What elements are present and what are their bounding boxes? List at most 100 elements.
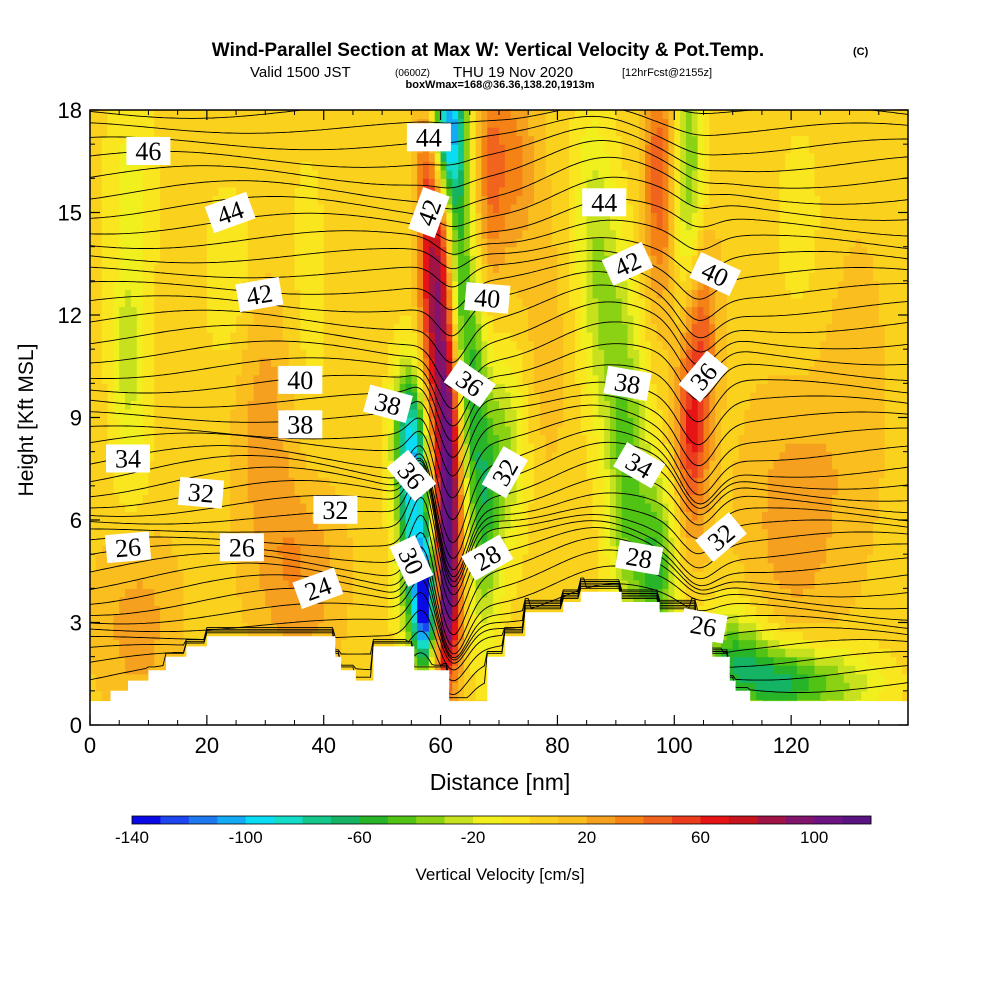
field-cell: [195, 118, 202, 128]
field-cell: [382, 246, 389, 256]
field-cell: [95, 690, 103, 700]
field-cell: [276, 263, 284, 273]
field-cell: [113, 315, 120, 325]
field-cell: [171, 451, 179, 461]
field-cell: [306, 203, 313, 214]
field-cell: [487, 332, 494, 342]
field-cell: [463, 272, 471, 282]
field-cell: [107, 648, 114, 658]
field-cell: [165, 195, 173, 205]
field-cell: [312, 451, 319, 461]
field-cell: [101, 178, 109, 188]
field-cell: [206, 545, 214, 555]
field-cell: [90, 272, 97, 282]
field-cell: [113, 135, 120, 145]
field-cell: [434, 485, 442, 495]
field-cell: [393, 144, 401, 154]
field-cell: [463, 502, 471, 513]
field-cell: [282, 127, 290, 137]
field-cell: [212, 622, 220, 632]
field-cell: [195, 579, 202, 589]
field-cell: [352, 289, 360, 299]
field-cell: [446, 682, 453, 692]
field-cell: [405, 374, 412, 384]
field-cell: [160, 391, 167, 402]
field-cell: [201, 135, 208, 145]
field-cell: [446, 340, 453, 350]
field-cell: [452, 673, 459, 683]
field-cell: [125, 110, 132, 120]
field-cell: [241, 613, 249, 624]
field-cell: [376, 238, 383, 248]
field-cell: [469, 110, 477, 120]
field-cell: [405, 152, 412, 162]
field-cell: [218, 127, 225, 137]
field-cell: [160, 537, 167, 547]
field-cell: [282, 434, 290, 444]
field-cell: [335, 169, 342, 179]
field-cell: [148, 477, 155, 487]
field-cell: [393, 613, 401, 624]
field-cell: [119, 135, 126, 145]
field-cell: [230, 323, 237, 333]
field-cell: [212, 596, 220, 607]
field-cell: [288, 460, 296, 470]
field-cell: [119, 528, 126, 538]
field-cell: [253, 622, 261, 632]
field-cell: [417, 434, 424, 444]
field-cell: [165, 571, 173, 581]
field-cell: [393, 152, 401, 162]
field-cell: [113, 212, 120, 222]
field-cell: [423, 272, 430, 282]
field-cell: [352, 221, 360, 231]
field-cell: [271, 408, 278, 419]
field-cell: [95, 579, 103, 589]
field-cell: [201, 571, 208, 581]
field-cell: [201, 186, 208, 197]
field-cell: [294, 460, 301, 470]
field-cell: [463, 656, 471, 666]
field-cell: [358, 357, 366, 367]
field-cell: [119, 229, 126, 239]
field-cell: [230, 263, 237, 273]
field-cell: [452, 605, 459, 615]
field-cell: [165, 417, 173, 427]
field-cell: [387, 537, 395, 547]
field-cell: [201, 315, 208, 325]
field-cell: [428, 537, 436, 547]
field-cell: [452, 152, 459, 162]
field-cell: [317, 562, 325, 572]
field-cell: [160, 554, 167, 564]
field-cell: [376, 315, 383, 325]
field-cell: [399, 520, 407, 530]
field-cell: [364, 545, 372, 555]
field-cell: [376, 349, 383, 359]
field-cell: [113, 323, 120, 333]
field-cell: [428, 665, 436, 675]
field-cell: [376, 417, 383, 427]
field-cell: [364, 537, 372, 547]
field-cell: [458, 545, 465, 555]
field-cell: [370, 366, 377, 376]
field-cell: [130, 520, 138, 530]
field-cell: [271, 562, 278, 572]
field-cell: [136, 494, 144, 504]
field-cell: [306, 332, 313, 342]
field-cell: [335, 554, 342, 564]
field-cell: [405, 263, 412, 273]
field-cell: [230, 400, 237, 410]
field-cell: [306, 571, 313, 581]
field-cell: [201, 246, 208, 256]
field-cell: [101, 451, 109, 461]
field-cell: [317, 110, 325, 120]
field-cell: [370, 332, 377, 342]
field-cell: [347, 631, 354, 641]
field-cell: [236, 528, 243, 538]
field-cell: [154, 263, 161, 273]
field-cell: [130, 579, 138, 589]
field-cell: [107, 127, 114, 137]
field-cell: [160, 494, 167, 504]
field-cell: [452, 426, 459, 436]
field-cell: [376, 366, 383, 376]
